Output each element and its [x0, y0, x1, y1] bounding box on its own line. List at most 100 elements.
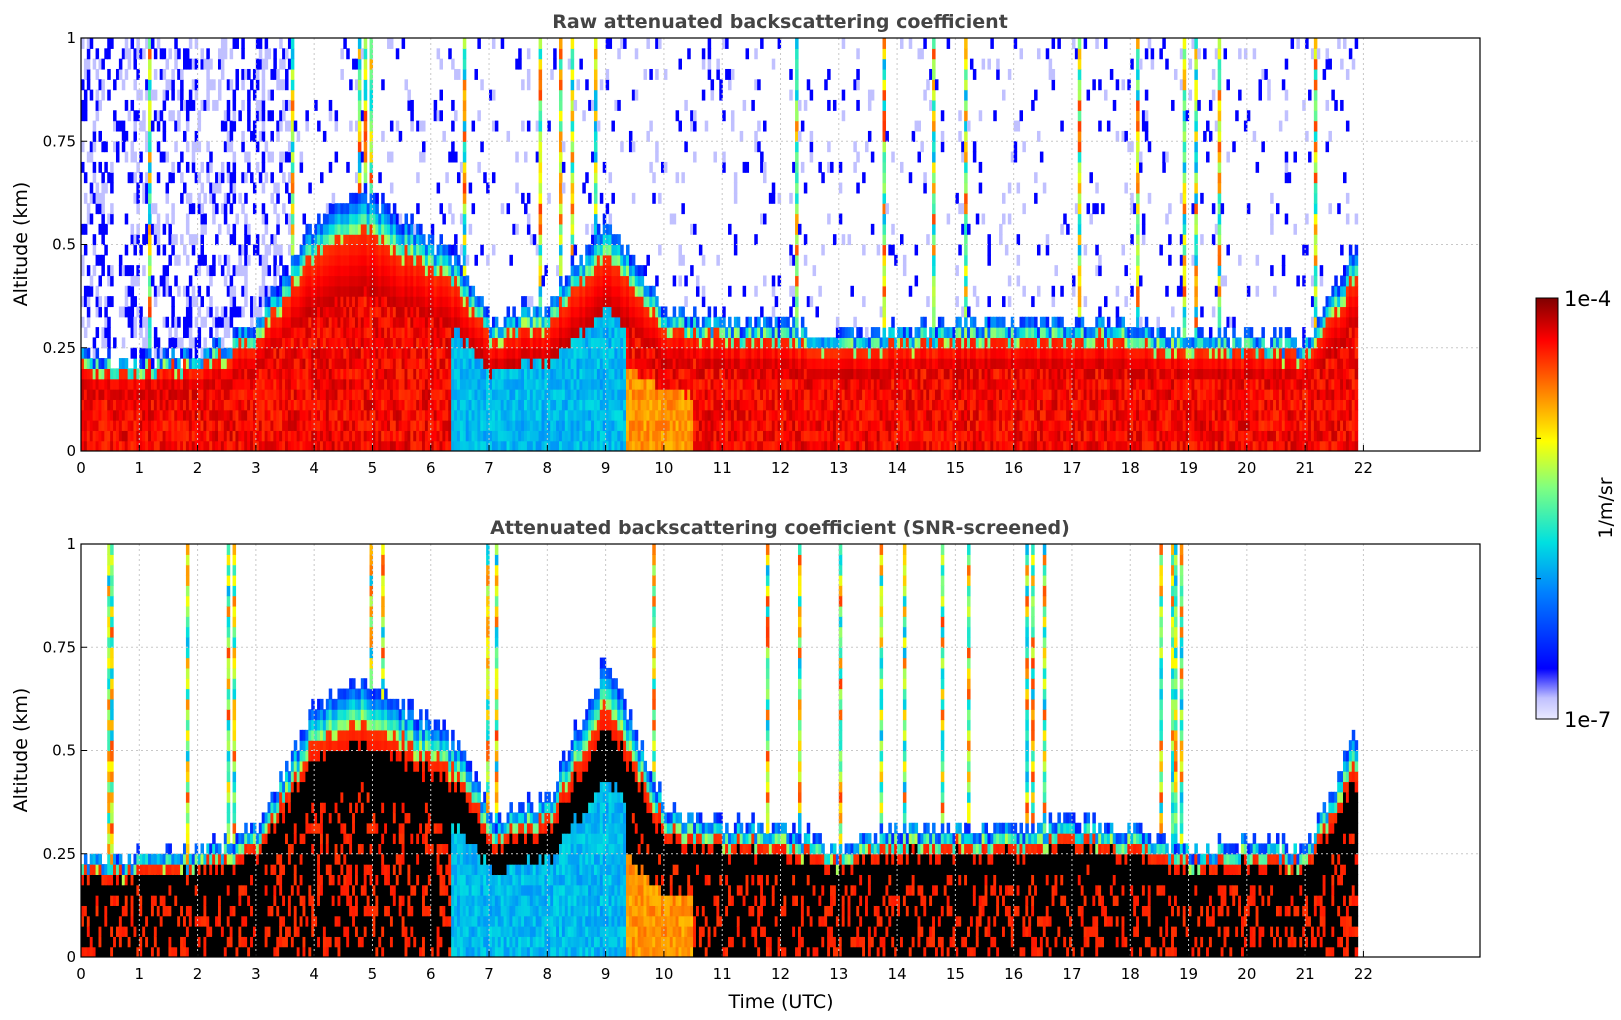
heatmap-cell [232, 430, 237, 442]
heatmap-cell [130, 296, 135, 308]
heatmap-cell [631, 296, 636, 308]
heatmap-cell [209, 399, 213, 411]
heatmap-cell [191, 141, 196, 153]
heatmap-cell [293, 296, 298, 308]
heatmap-cell [308, 399, 312, 411]
heatmap-cell [95, 306, 100, 318]
heatmap-cell [407, 275, 411, 287]
heatmap-cell [553, 48, 557, 60]
heatmap-cell [585, 254, 589, 266]
heatmap-cell [733, 389, 738, 400]
heatmap-cell [101, 440, 105, 451]
heatmap-cell [258, 399, 263, 411]
heatmap-cell [384, 378, 388, 390]
heatmap-cell [538, 306, 543, 318]
heatmap-cell [687, 420, 691, 431]
heatmap-cell [273, 337, 277, 349]
heatmap-cell [626, 296, 630, 308]
heatmap-cell [456, 337, 461, 349]
heatmap-cell [567, 327, 572, 339]
heatmap-cell [95, 378, 100, 390]
heatmap-cell [276, 327, 280, 339]
heatmap-cell [684, 141, 688, 153]
heatmap-cell [480, 440, 484, 451]
heatmap-cell [454, 110, 458, 122]
heatmap-cell [206, 347, 210, 359]
heatmap-cell [395, 254, 400, 266]
heatmap-cell [185, 161, 190, 173]
heatmap-cell [101, 399, 105, 411]
heatmap-cell [328, 389, 333, 400]
heatmap-cell [334, 244, 339, 256]
heatmap-cell [148, 440, 152, 451]
heatmap-cell [381, 275, 385, 287]
heatmap-cell [506, 130, 511, 142]
heatmap-cell [422, 120, 426, 132]
heatmap-cell [302, 337, 307, 349]
heatmap-cell [567, 296, 572, 308]
heatmap-cell [148, 358, 152, 369]
heatmap-cell [331, 192, 336, 204]
heatmap-cell [663, 306, 668, 318]
heatmap-cell [544, 430, 548, 442]
heatmap-cell [538, 430, 543, 442]
heatmap-cell [136, 275, 140, 287]
heatmap-cell [322, 296, 327, 308]
heatmap-cell [387, 327, 391, 339]
heatmap-cell [206, 420, 210, 431]
heatmap-cell [617, 337, 621, 349]
heatmap-cell [413, 347, 417, 359]
heatmap-cell [270, 358, 274, 369]
heatmap-cell [305, 316, 309, 328]
heatmap-cell [384, 368, 388, 380]
heatmap-cell [634, 358, 639, 369]
heatmap-cell [471, 203, 476, 215]
heatmap-cell [89, 440, 94, 451]
heatmap-cell [416, 285, 420, 297]
heatmap-cell [462, 110, 467, 122]
heatmap-cell [148, 79, 152, 91]
heatmap-cell [206, 430, 210, 442]
heatmap-cell [439, 306, 443, 318]
heatmap-cell [518, 58, 522, 70]
heatmap-cell [468, 337, 473, 349]
heatmap-cell [188, 192, 193, 204]
heatmap-cell [282, 316, 286, 328]
heatmap-cell [459, 213, 464, 225]
heatmap-cell [159, 378, 164, 390]
heatmap-cell [599, 378, 604, 390]
heatmap-cell [360, 203, 365, 215]
heatmap-cell [276, 182, 280, 194]
heatmap-cell [223, 347, 228, 359]
heatmap-cell [369, 120, 374, 132]
heatmap-cell [602, 337, 607, 349]
heatmap-cell [532, 420, 537, 431]
heatmap-cell [419, 420, 423, 431]
heatmap-cell [156, 38, 161, 49]
heatmap-cell [456, 254, 461, 266]
heatmap-cell [232, 120, 237, 132]
heatmap-cell [261, 389, 266, 400]
heatmap-cell [130, 347, 135, 359]
heatmap-cell [165, 378, 170, 390]
heatmap-cell [599, 192, 604, 204]
heatmap-cell [436, 399, 441, 411]
heatmap-cell [701, 378, 706, 390]
heatmap-cell [349, 265, 353, 277]
heatmap-cell [86, 79, 91, 91]
heatmap-cell [626, 285, 630, 297]
heatmap-cell [544, 316, 548, 328]
heatmap-cell [285, 182, 289, 194]
heatmap-cell [81, 296, 85, 308]
heatmap-cell [500, 358, 505, 369]
heatmap-cell [454, 389, 458, 400]
heatmap-cell [681, 316, 685, 328]
heatmap-cell [334, 234, 339, 246]
heatmap-cell [678, 347, 682, 359]
heatmap-cell [760, 347, 764, 359]
heatmap-cell [235, 389, 239, 400]
heatmap-cell [742, 389, 747, 400]
heatmap-cell [331, 213, 336, 225]
heatmap-cell [349, 316, 353, 328]
heatmap-cell [733, 440, 738, 451]
